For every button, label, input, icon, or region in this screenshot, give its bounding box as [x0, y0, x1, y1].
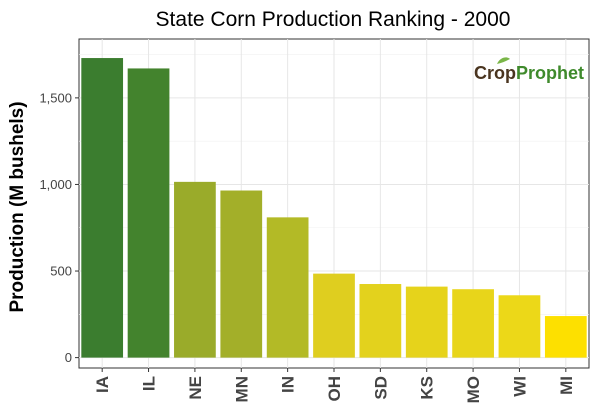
x-tick-label: NE — [186, 376, 205, 400]
x-tick-label: MO — [464, 376, 483, 403]
y-tick-label: 500 — [50, 264, 72, 279]
x-tick-label: IL — [140, 376, 159, 391]
logo-text-crop: Crop — [474, 63, 516, 83]
leaf-icon — [497, 57, 510, 64]
bar-SD — [359, 284, 402, 358]
bar-NE — [174, 181, 216, 358]
bar-IA — [81, 58, 124, 358]
x-tick-label: IA — [93, 376, 112, 393]
x-tick-label: WI — [510, 376, 529, 397]
bar-KS — [405, 286, 448, 358]
x-tick-label: MI — [557, 376, 576, 395]
bar-IN — [266, 217, 309, 358]
y-axis-label: Production (M bushels) — [7, 101, 28, 312]
bar-WI — [498, 295, 541, 358]
chart-title: State Corn Production Ranking - 2000 — [156, 8, 511, 31]
x-tick-label: KS — [418, 376, 437, 400]
y-tick-label: 1,000 — [39, 177, 72, 192]
bar-MI — [544, 316, 587, 358]
x-tick-label: SD — [371, 376, 390, 400]
bars — [81, 58, 587, 358]
logo-text-prophet: Prophet — [516, 63, 584, 83]
y-tick-label: 1,500 — [39, 90, 72, 105]
bar-IL — [127, 68, 170, 358]
y-ticks: 0 500 1,000 1,500 — [39, 90, 79, 365]
bar-MN — [220, 190, 263, 358]
bar-OH — [313, 273, 355, 358]
x-tick-label: MN — [232, 376, 251, 402]
logo: CropProphet — [474, 57, 584, 83]
x-tick-label: OH — [325, 376, 344, 402]
x-tick-label: IN — [279, 376, 298, 393]
y-tick-label: 0 — [65, 350, 72, 365]
x-ticks: IA IL NE MN IN OH SD KS MO WI MI — [93, 368, 576, 403]
svg-text:CropProphet: CropProphet — [474, 63, 584, 83]
bar-MO — [452, 289, 494, 358]
